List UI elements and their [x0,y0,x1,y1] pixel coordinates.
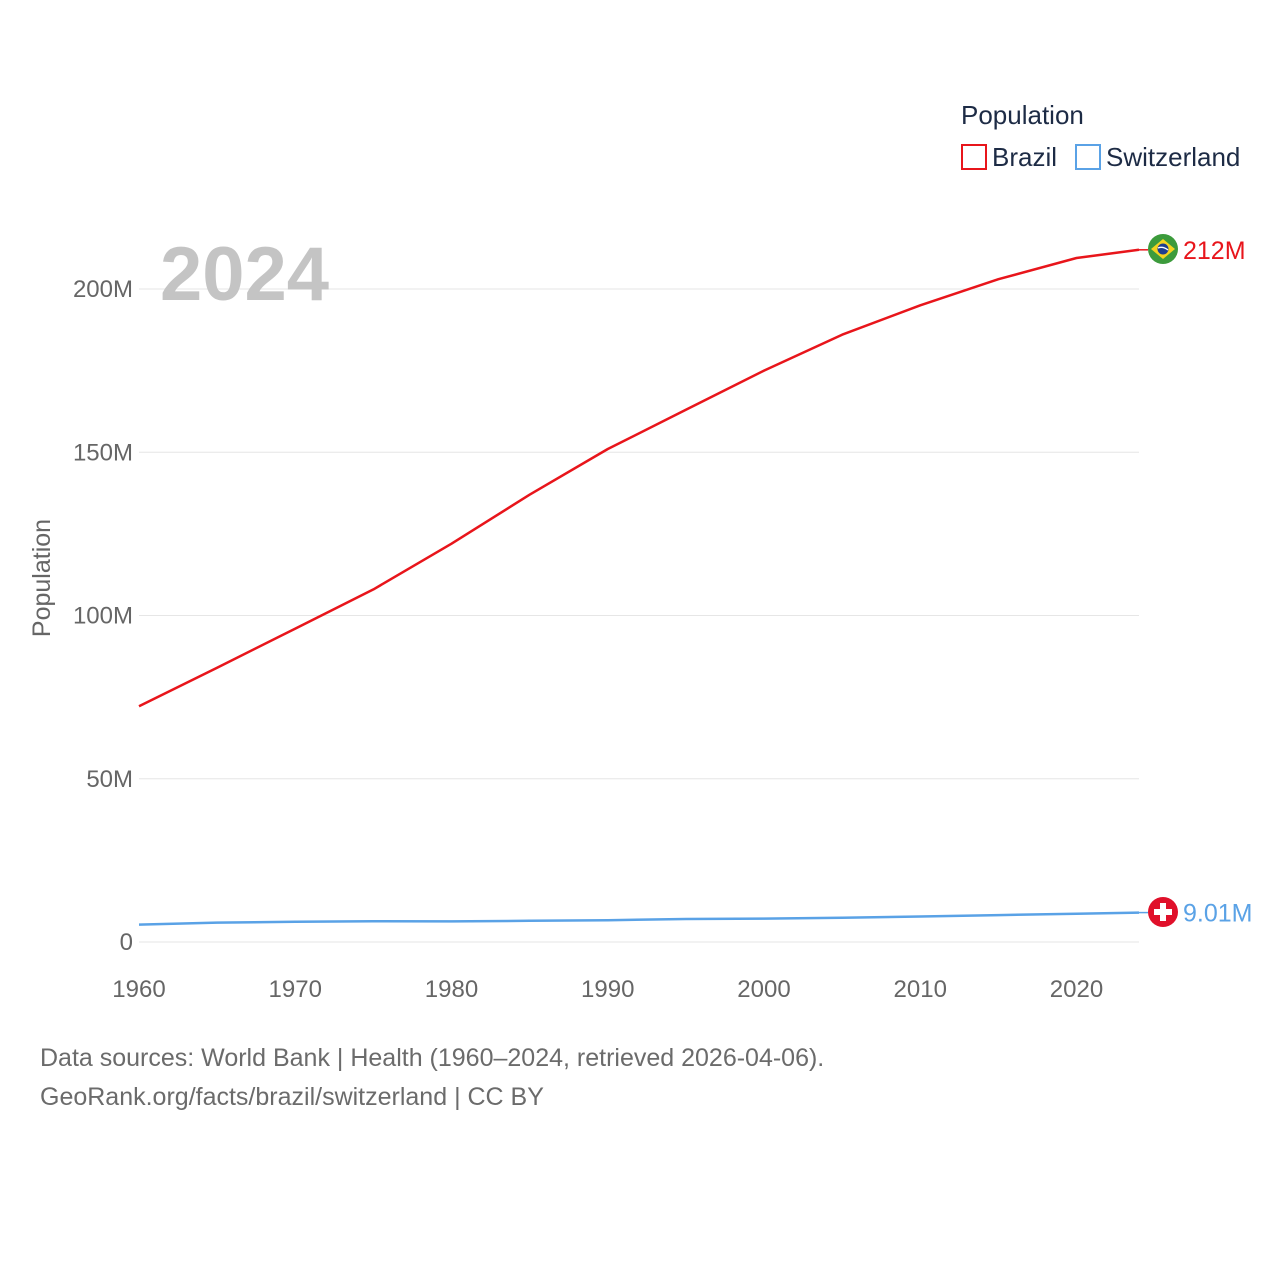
legend-swatch-switzerland [1075,144,1101,170]
footer-attribution-link[interactable]: GeoRank.org/facts/brazil/switzerland | C… [40,1083,544,1111]
x-tick-label: 1970 [269,976,322,1003]
legend-label-brazil: Brazil [992,142,1057,172]
y-tick-label: 0 [120,929,133,956]
series-line-switzerland[interactable] [138,911,1140,926]
legend-label-switzerland: Switzerland [1106,142,1240,172]
y-tick-label: 200M [73,276,133,303]
y-tick-label: 150M [73,439,133,466]
x-axis-ticks: 1960 1970 1980 1990 2000 2010 2020 [112,976,1103,1003]
y-axis-title: Population [28,519,56,637]
brazil-flag-icon [1148,234,1178,264]
y-tick-label: 50M [86,766,133,793]
y-axis-ticks: 0 50M 100M 150M 200M [73,276,133,956]
legend-item-switzerland[interactable]: Switzerland [1075,142,1240,172]
footer-sources: Data sources: World Bank | Health (1960–… [40,1044,825,1072]
x-tick-label: 2020 [1050,976,1103,1003]
gridlines [139,288,1139,943]
x-tick-label: 2010 [894,976,947,1003]
end-label-switzerland: 9.01M [1183,900,1252,928]
end-label-brazil: 212M [1183,237,1246,265]
x-tick-label: 1990 [581,976,634,1003]
y-tick-label: 100M [73,603,133,630]
series-layer: 212M 9.01M [138,237,1252,928]
x-tick-label: 1980 [425,976,478,1003]
legend: Population Brazil Switzerland [961,100,1240,172]
x-tick-label: 2000 [737,976,790,1003]
series-line-brazil[interactable] [138,248,1140,708]
population-chart: 2024 0 50M 100M 150M 200M 1960 1970 1980 1990 20… [28,100,1252,1003]
year-label: 2024 [160,232,329,317]
x-tick-label: 1960 [112,976,165,1003]
legend-swatch-brazil [961,144,987,170]
switzerland-flag-icon [1148,897,1178,927]
legend-title: Population [961,100,1084,130]
legend-item-brazil[interactable]: Brazil [961,142,1057,172]
